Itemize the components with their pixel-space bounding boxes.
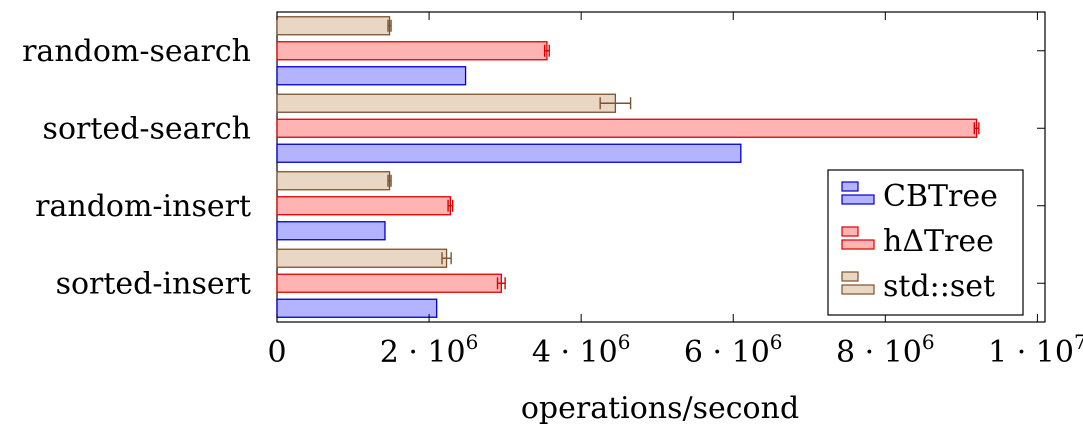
bar [276,196,452,216]
x-tick-label: 2 · 106 [380,330,479,370]
x-tick-label: 0 [267,335,286,370]
x-tick-label: 4 · 106 [532,330,631,370]
legend-swatch [841,271,859,282]
legend-swatch [841,284,875,295]
bar [276,93,617,113]
y-tick-label: sorted-insert [56,266,251,301]
legend-swatch [841,239,875,250]
bar [276,221,386,241]
y-tick-label: random-insert [35,189,251,224]
legend-swatch [841,226,859,237]
bar [276,66,467,86]
legend-label: hΔTree [883,224,994,259]
legend-swatch [841,194,875,205]
legend-swatch [841,181,859,192]
bar [276,171,391,191]
bar [276,118,978,138]
bar [276,298,438,318]
bar [276,16,391,36]
legend-label: std::set [883,269,995,304]
bar [276,41,548,61]
plot-frame [276,11,1046,323]
x-axis-label: operations/second [521,391,799,426]
y-tick-label: sorted-search [43,111,251,146]
x-tick-label: 6 · 106 [684,330,783,370]
legend-label: CBTree [883,179,998,214]
x-tick-label: 1 · 107 [988,330,1083,370]
x-tick-label: 8 · 106 [836,330,935,370]
y-tick-label: random-search [22,34,251,69]
bar [276,143,742,163]
bar [276,248,448,268]
bar [276,273,502,293]
